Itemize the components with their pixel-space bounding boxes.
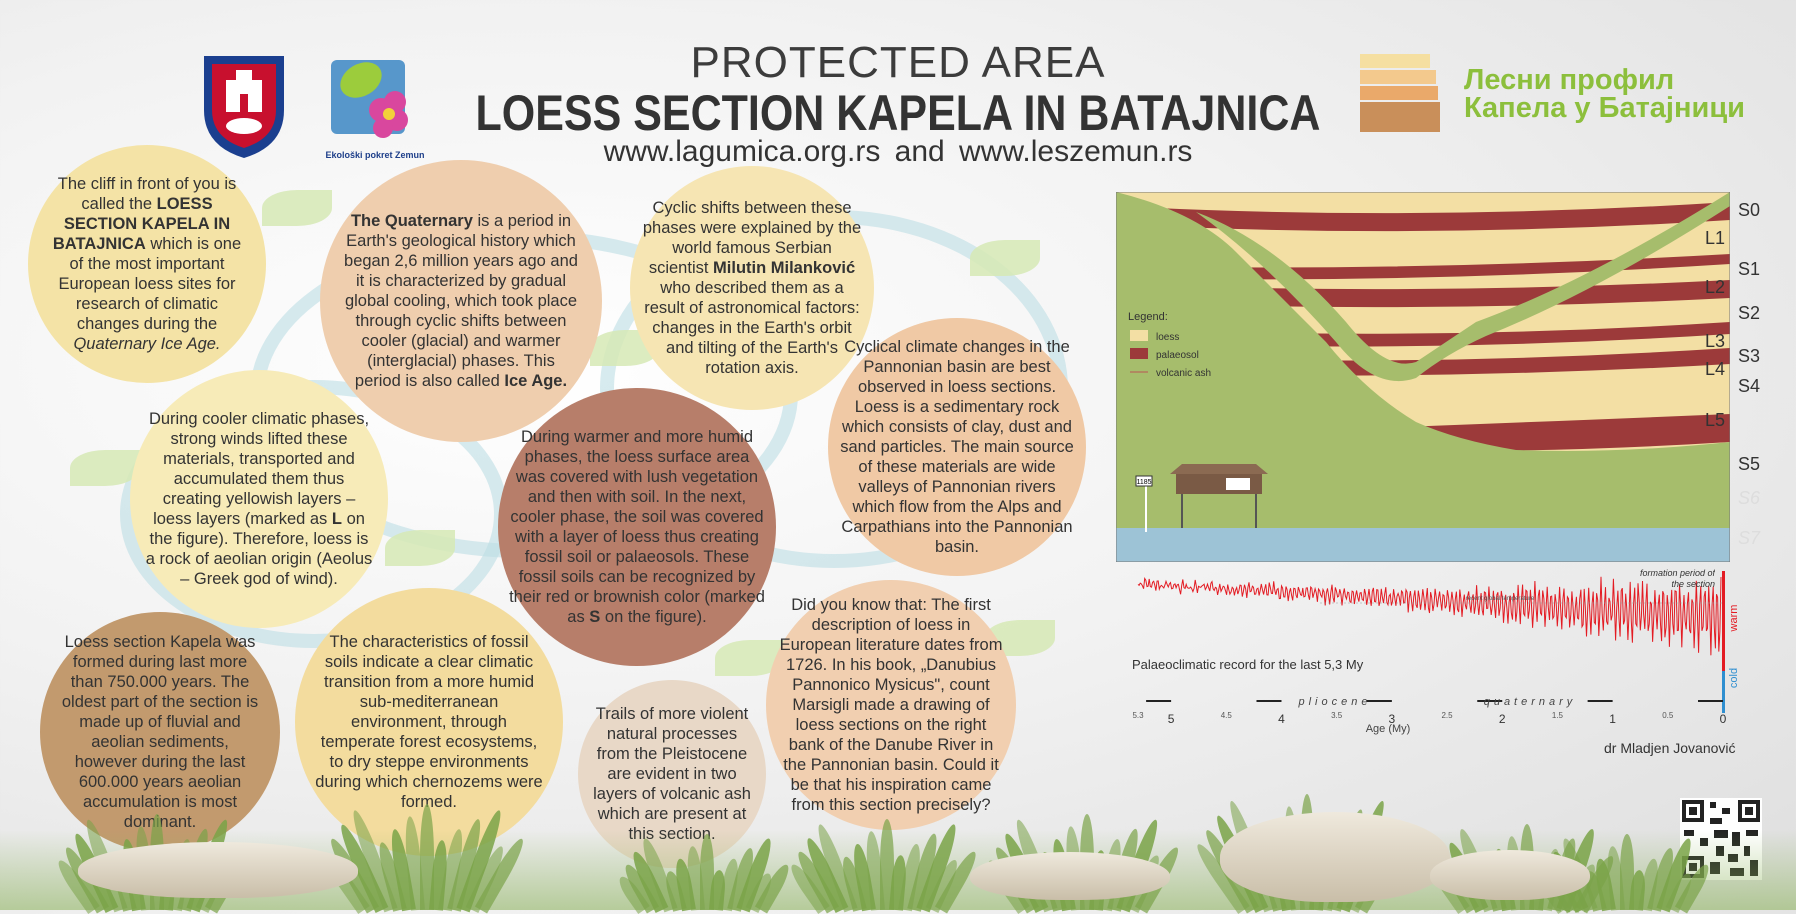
x-tick-label-minor: 3.5 xyxy=(1331,711,1343,720)
x-tick-label-major: 3 xyxy=(1389,712,1396,726)
page-title: LOESS SECTION KAPELA IN BATAJNICA xyxy=(475,85,1321,141)
legend-swatch-loess xyxy=(1130,330,1148,341)
palaeoclimate-chart: recent global temperature formation peri… xyxy=(1132,568,1740,735)
layer-label: S3 xyxy=(1738,346,1761,366)
x-tick-label-major: 0 xyxy=(1720,712,1727,726)
rock-decoration xyxy=(78,842,358,898)
climate-signal-line xyxy=(1137,576,1722,656)
epoch-quaternary: quaternary xyxy=(1484,696,1577,708)
x-axis: 5 4 3 2 1 0 5.3 4.5 3.5 2.5 1.5 0.5 xyxy=(1132,700,1727,726)
x-tick-label-major: 2 xyxy=(1499,712,1506,726)
layer-label: S6 xyxy=(1738,488,1761,508)
layer-label: S5 xyxy=(1738,454,1761,474)
flower-icon xyxy=(331,60,408,138)
legend-title: Legend: xyxy=(1128,311,1168,323)
info-text: Loess section Kapela was formed during l… xyxy=(61,633,259,831)
info-text: Cyclic shifts between these phases were … xyxy=(642,199,862,377)
x-axis-label: Age (My) xyxy=(1366,723,1411,735)
cyrillic-logo-line1: Лесни профил xyxy=(1464,64,1675,96)
info-circle-milankovic: Cyclic shifts between these phases were … xyxy=(630,166,874,410)
epoch-pliocene: pliocene xyxy=(1298,696,1372,708)
rock-decoration xyxy=(1430,850,1590,900)
coat-of-arms-logo xyxy=(204,56,284,158)
x-tick-label-minor: 0.5 xyxy=(1662,711,1674,720)
sign-number: 1185 xyxy=(1136,479,1151,486)
layer-label: S4 xyxy=(1738,376,1761,396)
x-tick-label-major: 4 xyxy=(1278,712,1285,726)
layer-label: L2 xyxy=(1705,277,1726,297)
annotation-recent-temperature: recent global temperature xyxy=(1466,596,1535,602)
info-text: During warmer and more humid phases, the… xyxy=(509,428,765,626)
layer-label: S0 xyxy=(1738,200,1761,220)
info-text: Did you know that: The first description… xyxy=(779,596,1003,814)
info-text: The cliff in front of you is called the … xyxy=(52,175,242,353)
x-tick-label-minor: 1.5 xyxy=(1552,711,1564,720)
loess-layers-icon xyxy=(1360,54,1440,132)
rock-decoration xyxy=(1220,812,1450,902)
x-tick-label-major: 1 xyxy=(1609,712,1616,726)
info-text: The Quaternary is a period in Earth's ge… xyxy=(344,212,578,390)
layer-label: L1 xyxy=(1705,228,1726,248)
info-circle-did-you-know: Did you know that: The first description… xyxy=(766,580,1016,830)
cyrillic-logo-line2: Капела у Батајници xyxy=(1464,92,1745,124)
warm-label: warm xyxy=(1728,605,1740,633)
website-links: www.lagumica.org.rs and www.leszemun.rs xyxy=(603,135,1193,168)
layer-label: L3 xyxy=(1705,331,1726,351)
x-tick-label-minor: 5.3 xyxy=(1132,711,1144,720)
loess-section-figure: 1185 Legend: loess palaeosol volcanic as… xyxy=(1116,192,1730,562)
legend-swatch-palaeosol xyxy=(1130,348,1148,359)
title-protected-area: PROTECTED AREA xyxy=(690,38,1106,87)
chart-title: Palaeoclimatic record for the last 5,3 M… xyxy=(1132,657,1364,672)
info-circle-cooler-phases: During cooler climatic phases, strong wi… xyxy=(130,370,388,628)
cold-label: cold xyxy=(1728,668,1740,688)
x-tick-label-minor: 4.5 xyxy=(1221,711,1233,720)
info-text: During cooler climatic phases, strong wi… xyxy=(145,410,373,588)
layer-label: S1 xyxy=(1738,259,1761,279)
x-tick-label-minor: 2.5 xyxy=(1441,711,1453,720)
info-circle-cliff: The cliff in front of you is called the … xyxy=(28,145,266,383)
rock-decoration xyxy=(970,852,1170,900)
eko-pokret-logo: Ekološki pokret Zemun xyxy=(325,50,425,160)
info-circle-kapela: Loess section Kapela was formed during l… xyxy=(40,612,280,852)
annotation-formation-period: formation period of the section xyxy=(1639,568,1715,589)
warm-bar xyxy=(1722,571,1725,671)
layer-label: S7 xyxy=(1738,528,1761,548)
legend-item: palaeosol xyxy=(1156,350,1199,361)
leaf-decoration xyxy=(70,450,140,486)
info-circle-pannonian: Cyclical climate changes in the Pannonia… xyxy=(828,318,1086,576)
leaf-decoration xyxy=(970,240,1040,276)
info-circle-warmer-phases: During warmer and more humid phases, the… xyxy=(498,388,776,666)
layer-label: L5 xyxy=(1705,410,1726,430)
author-credit: dr Mladjen Jovanović xyxy=(1604,740,1736,756)
x-tick-label-major: 5 xyxy=(1168,712,1175,726)
info-text: Cyclical climate changes in the Pannonia… xyxy=(840,338,1074,556)
layer-label: S2 xyxy=(1738,303,1761,323)
layer-label: L4 xyxy=(1705,359,1726,379)
leaf-decoration xyxy=(385,530,455,566)
info-circle-quaternary: The Quaternary is a period in Earth's ge… xyxy=(320,160,602,442)
eko-pokret-label: Ekološki pokret Zemun xyxy=(325,150,425,160)
leaf-decoration xyxy=(262,190,332,226)
info-text: The characteristics of fossil soils indi… xyxy=(315,633,543,811)
legend-item: loess xyxy=(1156,332,1179,343)
legend-item: volcanic ash xyxy=(1156,368,1211,379)
info-text: Trails of more violent natural processes… xyxy=(593,705,751,843)
climate-signal xyxy=(1137,576,1722,656)
cold-bar xyxy=(1722,671,1725,713)
